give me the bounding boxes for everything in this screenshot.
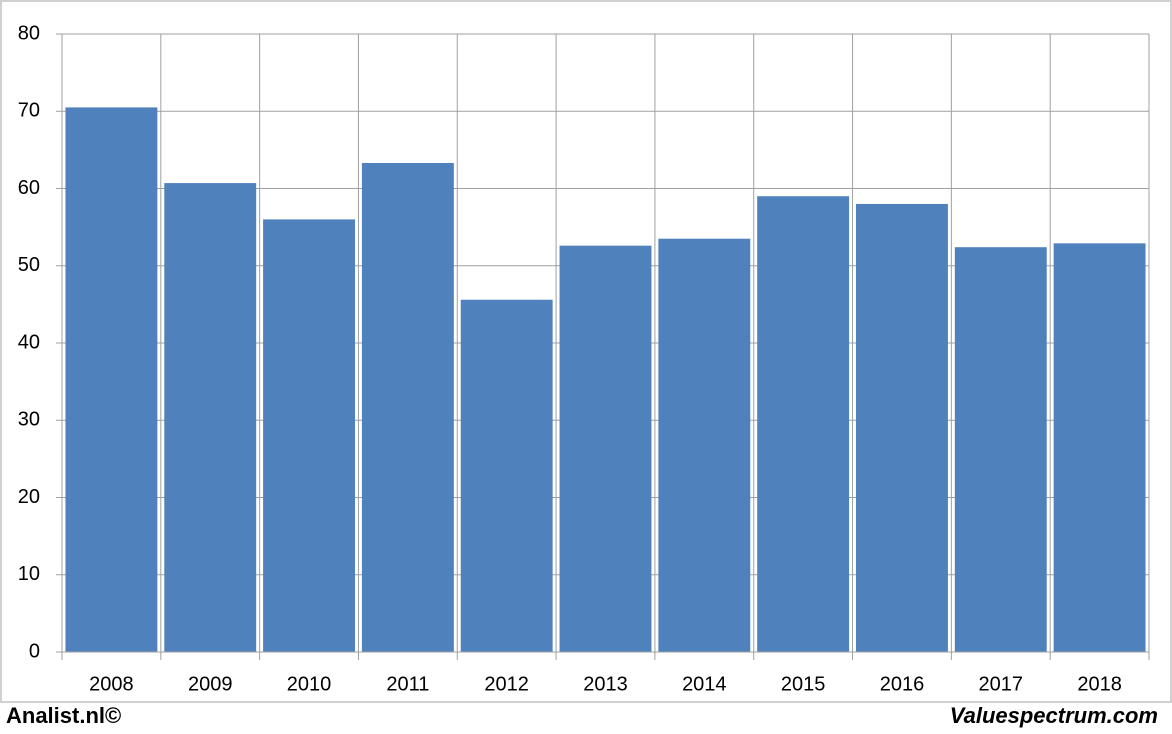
bar bbox=[559, 245, 652, 653]
bar bbox=[263, 219, 355, 652]
bar bbox=[460, 299, 553, 652]
footer-right: Valuespectrum.com bbox=[950, 703, 1158, 728]
x-tick-label: 2013 bbox=[583, 673, 628, 695]
x-tick-label: 2015 bbox=[781, 673, 826, 695]
y-tick-label: 60 bbox=[18, 177, 40, 199]
y-tick-label: 70 bbox=[18, 100, 40, 122]
footer-left: Analist.nl© bbox=[6, 703, 121, 728]
x-tick-label: 2014 bbox=[682, 673, 727, 695]
x-tick-label: 2012 bbox=[484, 673, 529, 695]
y-tick-label: 80 bbox=[18, 22, 40, 44]
x-tick-label: 2009 bbox=[188, 673, 233, 695]
bar bbox=[757, 196, 850, 652]
y-tick-label: 40 bbox=[18, 331, 40, 353]
x-tick-label: 2008 bbox=[89, 673, 134, 695]
x-tick-label: 2016 bbox=[880, 673, 925, 695]
bar bbox=[1053, 243, 1146, 652]
bar bbox=[164, 183, 257, 652]
bar bbox=[658, 238, 751, 652]
y-tick-label: 0 bbox=[29, 640, 40, 662]
x-tick-label: 2018 bbox=[1077, 673, 1122, 695]
y-tick-label: 30 bbox=[18, 409, 40, 431]
y-tick-label: 20 bbox=[18, 486, 40, 508]
x-tick-label: 2010 bbox=[287, 673, 332, 695]
bar bbox=[856, 203, 948, 652]
x-tick-label: 2017 bbox=[979, 673, 1024, 695]
y-tick-label: 50 bbox=[18, 254, 40, 276]
x-tick-label: 2011 bbox=[386, 673, 429, 695]
bar bbox=[361, 163, 454, 652]
y-tick-label: 10 bbox=[18, 563, 40, 585]
bar bbox=[954, 247, 1047, 652]
bar bbox=[65, 107, 158, 652]
